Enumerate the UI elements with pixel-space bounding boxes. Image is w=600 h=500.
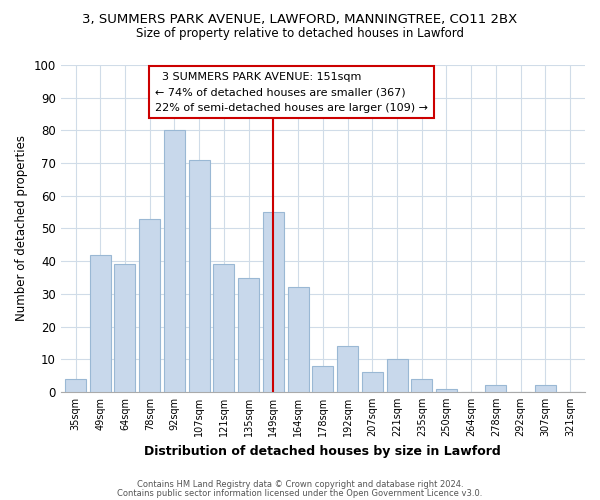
- Bar: [362, 372, 383, 392]
- Bar: [263, 212, 284, 392]
- X-axis label: Distribution of detached houses by size in Lawford: Distribution of detached houses by size …: [145, 444, 501, 458]
- Bar: [188, 160, 209, 392]
- Y-axis label: Number of detached properties: Number of detached properties: [15, 136, 28, 322]
- Bar: [115, 264, 136, 392]
- Text: Contains HM Land Registry data © Crown copyright and database right 2024.: Contains HM Land Registry data © Crown c…: [137, 480, 463, 489]
- Bar: [313, 366, 334, 392]
- Text: Size of property relative to detached houses in Lawford: Size of property relative to detached ho…: [136, 28, 464, 40]
- Text: 3, SUMMERS PARK AVENUE, LAWFORD, MANNINGTREE, CO11 2BX: 3, SUMMERS PARK AVENUE, LAWFORD, MANNING…: [82, 12, 518, 26]
- Bar: [164, 130, 185, 392]
- Bar: [535, 386, 556, 392]
- Bar: [65, 379, 86, 392]
- Bar: [386, 359, 407, 392]
- Bar: [485, 386, 506, 392]
- Text: 3 SUMMERS PARK AVENUE: 151sqm
← 74% of detached houses are smaller (367)
22% of : 3 SUMMERS PARK AVENUE: 151sqm ← 74% of d…: [155, 72, 428, 112]
- Bar: [411, 379, 432, 392]
- Bar: [238, 278, 259, 392]
- Bar: [337, 346, 358, 392]
- Bar: [287, 288, 308, 392]
- Text: Contains public sector information licensed under the Open Government Licence v3: Contains public sector information licen…: [118, 488, 482, 498]
- Bar: [139, 218, 160, 392]
- Bar: [90, 254, 111, 392]
- Bar: [214, 264, 235, 392]
- Bar: [436, 388, 457, 392]
